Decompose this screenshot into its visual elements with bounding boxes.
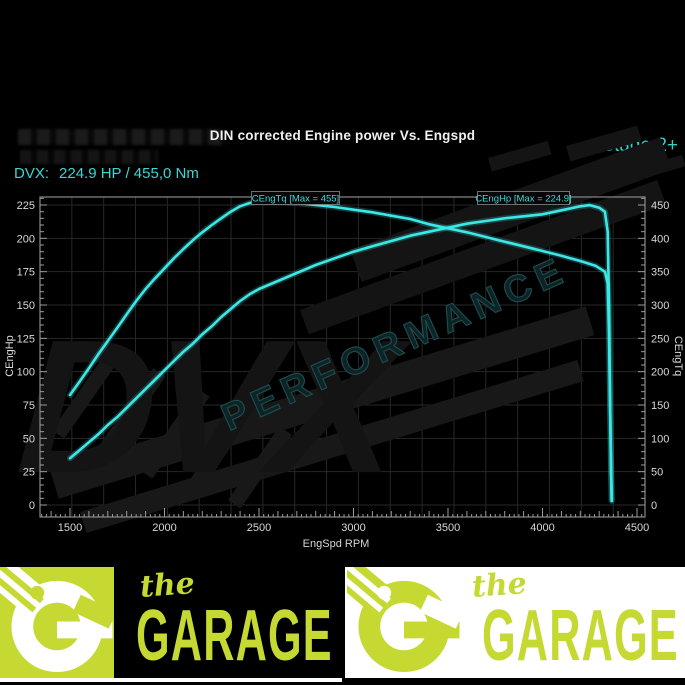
watermark-stripe (228, 426, 292, 509)
garage-logo-mark-right (319, 545, 464, 678)
watermark-stripe (96, 368, 166, 459)
result-label: DVX: (14, 165, 50, 182)
y-left-tick-label: 225 (17, 200, 35, 212)
footer-logos: the GARAGE the GARAGE (0, 545, 685, 685)
x-tick-label: 1500 (58, 522, 82, 534)
garage-g-icon (0, 545, 117, 673)
y-left-tick-label: 175 (17, 267, 35, 279)
x-axis-title: EngSpd RPM (303, 538, 370, 550)
y-left-tick-label: 50 (23, 433, 35, 445)
watermark-stripe (80, 359, 584, 534)
garage-logo-mark-left (0, 545, 117, 678)
garage-g-icon (319, 545, 464, 673)
y-right-tick-label: 250 (651, 333, 669, 345)
watermark-stripe (139, 388, 210, 479)
watermark-shape (350, 137, 672, 282)
y-right-tick-label: 0 (651, 500, 657, 512)
ghost-text-line-2 (20, 150, 158, 164)
y-left-tick-label: 100 (17, 367, 35, 379)
y-right-tick-label: 150 (651, 400, 669, 412)
y-left-axis-title: CEngHp (4, 335, 16, 377)
y-left-tick-label: 150 (17, 300, 35, 312)
y-right-tick-label: 100 (651, 433, 669, 445)
result-line: DVX: 224.9 HP / 455,0 Nm (14, 165, 199, 182)
y-right-tick-label: 200 (651, 367, 669, 379)
x-tick-label: 3500 (436, 522, 460, 534)
y-left-tick-label: 125 (17, 333, 35, 345)
watermark-shape (566, 125, 642, 162)
power-curve-label: CEngHp [Max = 224.9] (475, 194, 571, 205)
y-right-axis-title: CEngTq (672, 336, 684, 376)
watermark-stripe (49, 306, 595, 499)
y-left-tick-label: 0 (29, 500, 35, 512)
x-tick-label: 4500 (625, 522, 649, 534)
watermark-stripe (51, 356, 116, 439)
torque-curve-label-box (251, 191, 340, 205)
y-right-tick-label: 300 (651, 300, 669, 312)
dyno-chart: DVX PERFORMANCE 1500 2000 2500 3000 3500 4000… (4, 125, 685, 550)
x-tick-label: 3000 (341, 522, 365, 534)
ghost-text-line-1 (18, 129, 226, 145)
x-tick-label: 2000 (152, 522, 176, 534)
y-left-tick-label: 200 (17, 233, 35, 245)
y-right-tick-label: 50 (651, 467, 663, 479)
y-right-tick-label: 450 (651, 200, 669, 212)
y-left-tick-label: 75 (23, 400, 35, 412)
footer-underline-right (345, 678, 685, 682)
logo-garage-right: GARAGE (482, 596, 679, 676)
power-curve-label-box (477, 191, 570, 205)
result-value: 224.9 HP / 455,0 Nm (59, 165, 199, 182)
watermark-stripe (184, 410, 251, 497)
x-tick-label: 2500 (247, 522, 271, 534)
watermark-brand-text: DVX (12, 301, 416, 513)
chart-title: DIN corrected Engine power Vs. Engspd (209, 128, 476, 143)
watermark-shape (487, 140, 552, 172)
y-right-tick-label: 400 (651, 233, 669, 245)
y-right-tick-label: 350 (651, 267, 669, 279)
footer-underline-left (0, 678, 342, 682)
logo-garage-left: GARAGE (136, 596, 333, 676)
axis-layer: 1500 2000 2500 3000 3500 4000 4500025507510012… (17, 196, 669, 534)
torque-curve-label: CEngTq [Max = 455] (252, 194, 339, 205)
y-left-tick-label: 25 (23, 467, 35, 479)
x-tick-label: 4000 (530, 522, 554, 534)
watermark-shape (300, 180, 666, 335)
cenghp-curve (68, 203, 614, 503)
